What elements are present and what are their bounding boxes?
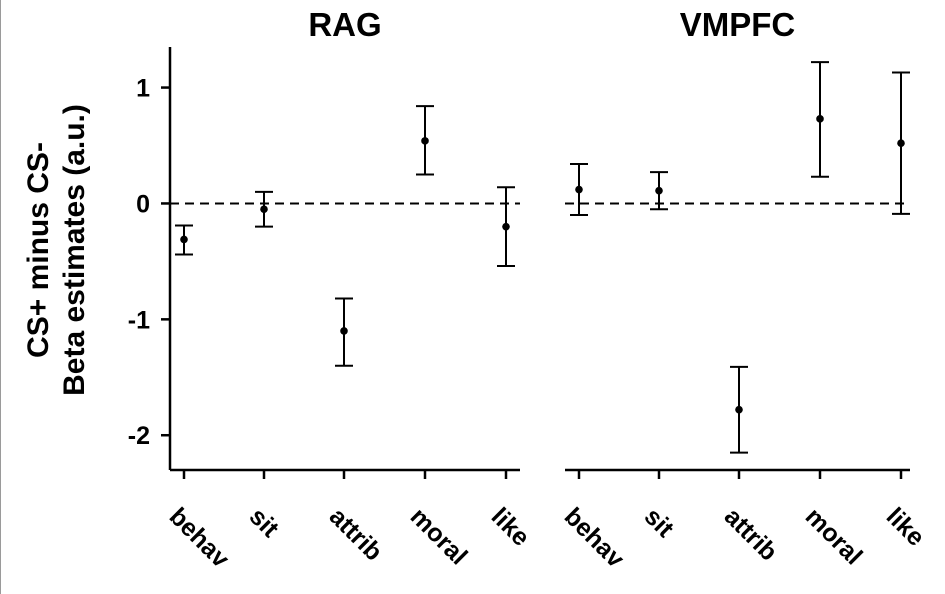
data-point-rag-moral xyxy=(416,105,434,176)
mean-marker xyxy=(655,186,663,195)
data-point-rag-attrib xyxy=(335,297,353,367)
data-point-vmpfc-moral xyxy=(811,61,829,178)
x-tick-label-behav: behav xyxy=(164,502,235,573)
data-point-rag-behav xyxy=(175,224,193,256)
mean-marker xyxy=(340,327,348,335)
x-tick-label-moral: moral xyxy=(405,502,473,570)
x-tick-label-behav: behav xyxy=(559,502,630,573)
y-axis-label-line-1: CS+ minus CS- xyxy=(22,142,55,358)
y-tick-label: 0 xyxy=(136,190,150,218)
mean-marker xyxy=(897,139,905,147)
y-axis: 1 0 -1 -2 xyxy=(128,47,172,470)
data-point-vmpfc-attrib xyxy=(730,365,748,454)
mean-marker xyxy=(502,222,510,231)
x-tick-label-moral: moral xyxy=(800,502,868,570)
mean-marker xyxy=(180,235,188,244)
data-point-vmpfc-like xyxy=(892,71,910,215)
x-tick-label-like: like xyxy=(881,502,930,551)
mean-marker xyxy=(816,115,824,123)
y-tick-label: -1 xyxy=(128,306,150,334)
mean-marker xyxy=(260,205,268,214)
y-axis-label: CS+ minus CS- Beta estimates (a.u.) xyxy=(22,104,91,396)
x-tick-label-attrib: attrib xyxy=(719,502,783,566)
data-point-vmpfc-behav xyxy=(570,163,588,217)
panel-vmpfc: VMPFC behav sit attrib moral like xyxy=(559,6,930,573)
mean-marker xyxy=(735,405,743,414)
data-point-vmpfc-sit xyxy=(650,171,668,211)
data-point-rag-like xyxy=(497,186,515,268)
x-tick-label-like: like xyxy=(486,502,535,551)
panel-title-vmpfc: VMPFC xyxy=(680,6,796,43)
panel-rag: RAG behav sit attrib moral like xyxy=(164,6,535,573)
data-point-rag-sit xyxy=(255,190,273,228)
y-tick-label: 1 xyxy=(136,75,150,103)
y-tick-label: -2 xyxy=(128,422,150,450)
x-tick-label-attrib: attrib xyxy=(324,502,388,566)
mean-marker xyxy=(421,137,429,145)
y-axis-label-line-2: Beta estimates (a.u.) xyxy=(58,104,91,396)
x-tick-label-sit: sit xyxy=(639,502,680,543)
mean-marker xyxy=(575,185,583,194)
x-tick-label-sit: sit xyxy=(244,502,285,543)
panel-title-rag: RAG xyxy=(308,6,381,43)
